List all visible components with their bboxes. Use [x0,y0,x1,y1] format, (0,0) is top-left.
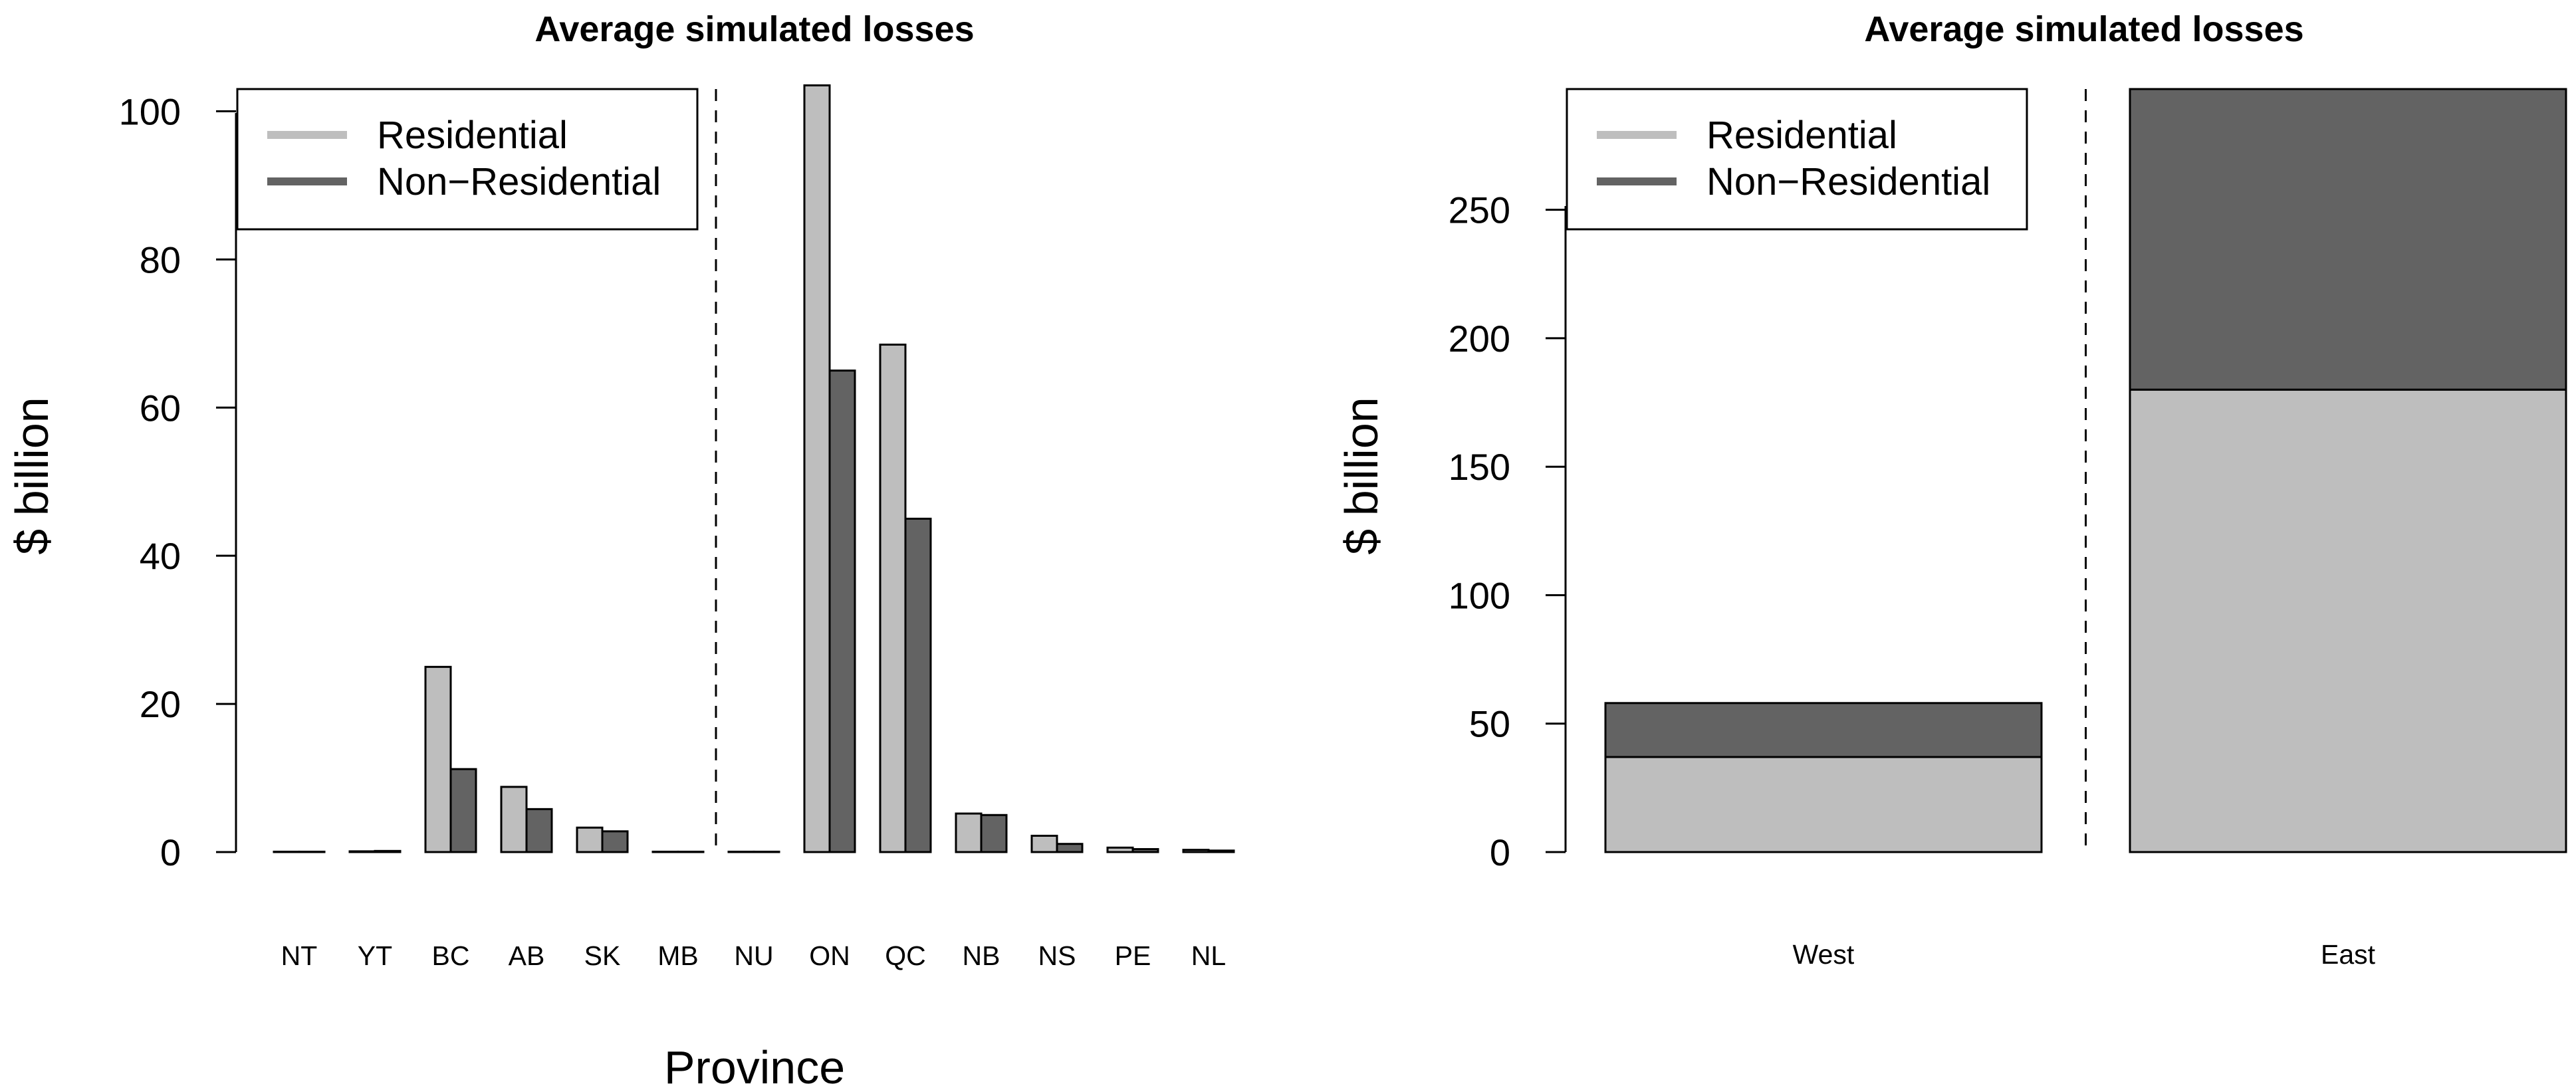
region-losses-chart: Average simulated losses 0 50 100 150 200 250… [1336,9,2567,970]
bar-nu-non-residential [753,850,780,853]
bar-nu-residential [727,850,755,853]
y-tick-label: 250 [1449,189,1510,231]
y-tick-label: 20 [140,683,181,725]
y-tick-label: 200 [1449,318,1510,360]
y-tick-label: 80 [140,239,181,280]
bar-ab-residential [500,786,528,853]
y-tick-label: 60 [140,387,181,429]
bar-ab-non-residential [525,808,553,853]
bar-sk-residential [576,826,604,853]
bar-west-residential [1604,756,2043,853]
bar-pe-residential [1106,846,1134,853]
x-tick-label: NB [963,940,1000,971]
legend-label-residential: Residential [377,114,568,157]
legend: Residential Non−Residential [236,88,699,231]
y-tick-label: 0 [1490,831,1510,873]
bar-nb-non-residential [980,814,1008,853]
bar-bc-non-residential [449,768,477,853]
bar-yt-non-residential [374,849,402,853]
x-tick-labels: West East [1793,939,2376,970]
bar-yt-residential [348,850,376,853]
y-axis-label: $ billion [6,397,58,554]
y-tick-label: 40 [140,535,181,577]
legend-label-residential: Residential [1706,114,1897,157]
province-losses-chart: Average simulated losses 0 20 40 60 80 100 $ … [6,9,1235,1092]
x-tick-label: AB [509,940,545,971]
bar-ns-non-residential [1056,843,1084,853]
bar-east-non-residential [2129,88,2567,391]
legend: Residential Non−Residential [1566,88,2028,231]
legend-box [236,88,699,231]
bar-pe-non-residential [1131,848,1159,853]
legend-box [1566,88,2028,231]
bar-on-non-residential [828,370,856,853]
chart-title: Average simulated losses [534,9,974,49]
x-tick-labels: NT YT BC AB SK MB NU ON QC NB NS PE NL [281,940,1227,971]
y-tick-label: 0 [160,831,181,873]
x-tick-label: QC [885,940,926,971]
x-tick-label: PE [1115,940,1151,971]
bar-nl-non-residential [1207,849,1235,853]
y-axis-ticks: 0 20 40 60 80 100 [119,90,236,873]
x-tick-label: NT [281,940,318,971]
y-tick-label: 150 [1449,446,1510,488]
bar-west-non-residential [1604,702,2043,758]
x-tick-label: West [1793,939,1855,970]
y-axis-label: $ billion [1336,397,1387,554]
bar-ns-residential [1030,834,1058,853]
bar-mb-non-residential [677,850,705,853]
x-tick-label: BC [432,940,470,971]
bar-nl-residential [1182,849,1210,853]
bar-on-residential [803,84,831,853]
bar-nt-non-residential [298,850,326,853]
stacked-bars [1604,88,2567,853]
y-tick-label: 100 [119,90,181,132]
bar-sk-non-residential [601,830,629,853]
x-tick-label: SK [584,940,621,971]
legend-label-non-residential: Non−Residential [377,160,661,203]
x-tick-label: MB [657,940,699,971]
bar-mb-residential [651,850,679,853]
x-axis-label: Province [664,1041,845,1092]
bar-east-residential [2129,388,2567,853]
bars [273,84,1235,853]
x-tick-label: East [2321,939,2376,970]
chart-title: Average simulated losses [1864,9,2303,49]
bar-nb-residential [955,812,983,853]
bar-qc-non-residential [904,517,932,853]
bar-bc-residential [424,665,452,853]
x-tick-label: NL [1191,940,1226,971]
bar-nt-residential [273,850,300,853]
y-tick-label: 100 [1449,574,1510,616]
x-tick-label: YT [358,940,392,971]
x-tick-label: NS [1038,940,1076,971]
y-axis-ticks: 0 50 100 150 200 250 [1449,189,1566,873]
x-tick-label: NU [734,940,773,971]
x-tick-label: ON [809,940,850,971]
y-tick-label: 50 [1469,703,1510,745]
bar-qc-residential [879,344,907,853]
legend-label-non-residential: Non−Residential [1706,160,1990,203]
